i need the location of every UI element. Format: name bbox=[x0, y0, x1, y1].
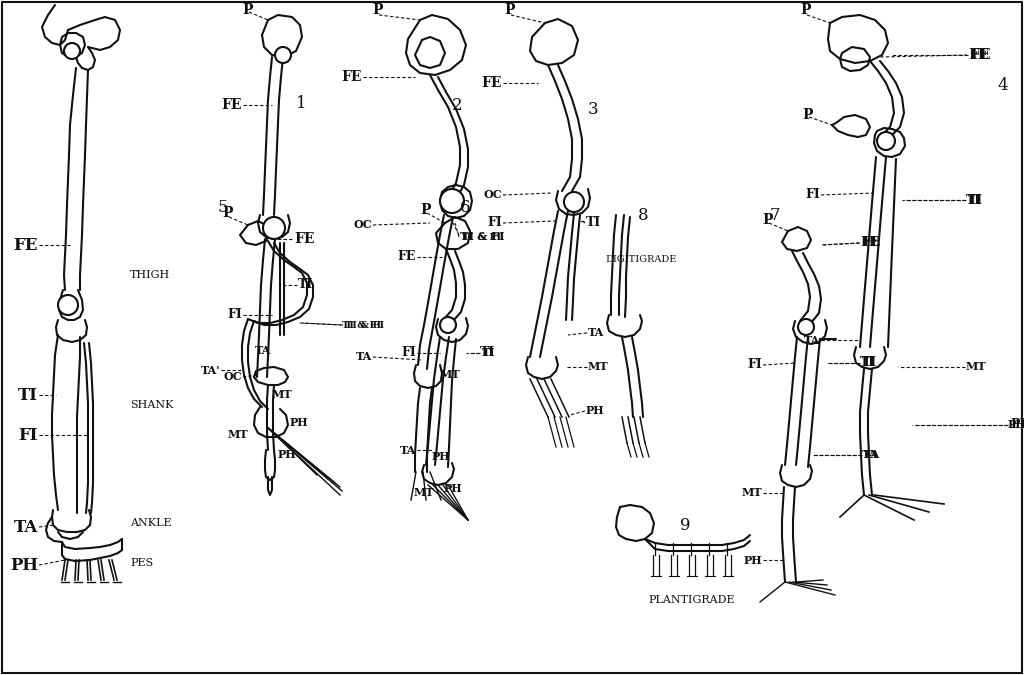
Text: FE: FE bbox=[341, 70, 362, 84]
Text: TA: TA bbox=[804, 335, 820, 346]
Text: TA: TA bbox=[864, 450, 881, 460]
Text: ANKLE: ANKLE bbox=[130, 518, 172, 528]
Text: FE: FE bbox=[397, 250, 416, 263]
Text: 8: 8 bbox=[638, 207, 648, 223]
Text: FE: FE bbox=[294, 232, 314, 246]
Text: FI: FI bbox=[18, 427, 38, 443]
Text: P: P bbox=[242, 3, 253, 17]
Text: P: P bbox=[802, 108, 812, 122]
Text: TI: TI bbox=[968, 194, 983, 207]
Text: FI: FI bbox=[227, 308, 242, 321]
Text: PH: PH bbox=[586, 406, 604, 416]
Text: P: P bbox=[372, 3, 383, 17]
Text: FI: FI bbox=[487, 217, 502, 230]
Text: FE: FE bbox=[13, 236, 38, 254]
Circle shape bbox=[440, 317, 456, 333]
Text: PLANTIGRADE: PLANTIGRADE bbox=[648, 595, 734, 605]
Text: MT: MT bbox=[272, 389, 293, 400]
Text: OC: OC bbox=[223, 371, 242, 383]
Text: PH: PH bbox=[432, 452, 451, 462]
Text: FE: FE bbox=[968, 48, 988, 62]
Text: P: P bbox=[222, 206, 232, 220]
Text: TI: TI bbox=[586, 217, 601, 230]
Text: FE: FE bbox=[221, 98, 242, 112]
Text: 4: 4 bbox=[997, 76, 1008, 94]
Text: PH: PH bbox=[444, 483, 463, 495]
Text: TA: TA bbox=[399, 445, 416, 456]
Text: 5: 5 bbox=[218, 198, 228, 215]
Circle shape bbox=[263, 217, 285, 239]
Circle shape bbox=[877, 132, 895, 150]
Text: TA: TA bbox=[588, 327, 604, 338]
Text: PES: PES bbox=[130, 558, 154, 568]
Circle shape bbox=[440, 189, 464, 213]
Text: TI: TI bbox=[298, 279, 313, 292]
Text: FE: FE bbox=[862, 236, 881, 250]
Text: 3: 3 bbox=[588, 101, 599, 119]
Text: MT: MT bbox=[741, 487, 762, 499]
Text: FI: FI bbox=[748, 358, 762, 371]
Text: PH: PH bbox=[10, 556, 38, 574]
Text: PH: PH bbox=[1010, 418, 1024, 431]
Text: TI & FI: TI & FI bbox=[345, 321, 384, 329]
Text: OC: OC bbox=[483, 190, 502, 200]
Text: TI: TI bbox=[862, 356, 878, 369]
Text: TA: TA bbox=[255, 344, 271, 356]
Text: TI & FI: TI & FI bbox=[462, 232, 501, 242]
Text: OC: OC bbox=[353, 219, 372, 230]
Text: P: P bbox=[762, 213, 772, 227]
Text: FE: FE bbox=[970, 48, 990, 62]
Text: FI: FI bbox=[805, 188, 820, 202]
Text: PH: PH bbox=[290, 418, 308, 429]
Text: FE: FE bbox=[481, 76, 502, 90]
Circle shape bbox=[275, 47, 291, 63]
Text: DIGITIGRADE: DIGITIGRADE bbox=[605, 256, 677, 265]
Text: TI: TI bbox=[482, 348, 496, 358]
Text: 7: 7 bbox=[770, 207, 780, 223]
Text: TI: TI bbox=[18, 387, 38, 404]
Text: FI: FI bbox=[401, 346, 416, 360]
Text: MT: MT bbox=[414, 487, 434, 499]
Text: TA': TA' bbox=[201, 364, 220, 375]
Circle shape bbox=[564, 192, 584, 212]
Text: MT: MT bbox=[228, 429, 249, 441]
Text: TI & FI: TI & FI bbox=[460, 232, 505, 242]
Text: TI: TI bbox=[966, 194, 981, 207]
Text: MT: MT bbox=[588, 362, 608, 373]
Text: 9: 9 bbox=[680, 516, 690, 533]
Text: P: P bbox=[420, 203, 430, 217]
Text: TA: TA bbox=[355, 352, 372, 362]
Text: 6: 6 bbox=[460, 198, 470, 215]
Text: P: P bbox=[800, 3, 811, 17]
Text: THIGH: THIGH bbox=[130, 270, 170, 280]
Text: SHANK: SHANK bbox=[130, 400, 173, 410]
Text: TI: TI bbox=[480, 346, 496, 360]
Circle shape bbox=[798, 319, 814, 335]
Text: MT: MT bbox=[966, 362, 987, 373]
Text: TA: TA bbox=[862, 450, 879, 460]
Text: TA: TA bbox=[13, 518, 38, 535]
Text: PH: PH bbox=[1008, 419, 1024, 431]
Text: 2: 2 bbox=[452, 97, 463, 113]
Text: TI & FI: TI & FI bbox=[342, 321, 381, 329]
Text: FE: FE bbox=[860, 236, 879, 250]
Text: MT: MT bbox=[440, 369, 461, 381]
Text: PH: PH bbox=[743, 554, 762, 566]
Circle shape bbox=[58, 295, 78, 315]
Text: 1: 1 bbox=[296, 95, 306, 111]
Text: P: P bbox=[504, 3, 514, 17]
Circle shape bbox=[63, 43, 80, 59]
Text: PH: PH bbox=[278, 450, 297, 460]
Text: TI: TI bbox=[860, 356, 876, 369]
